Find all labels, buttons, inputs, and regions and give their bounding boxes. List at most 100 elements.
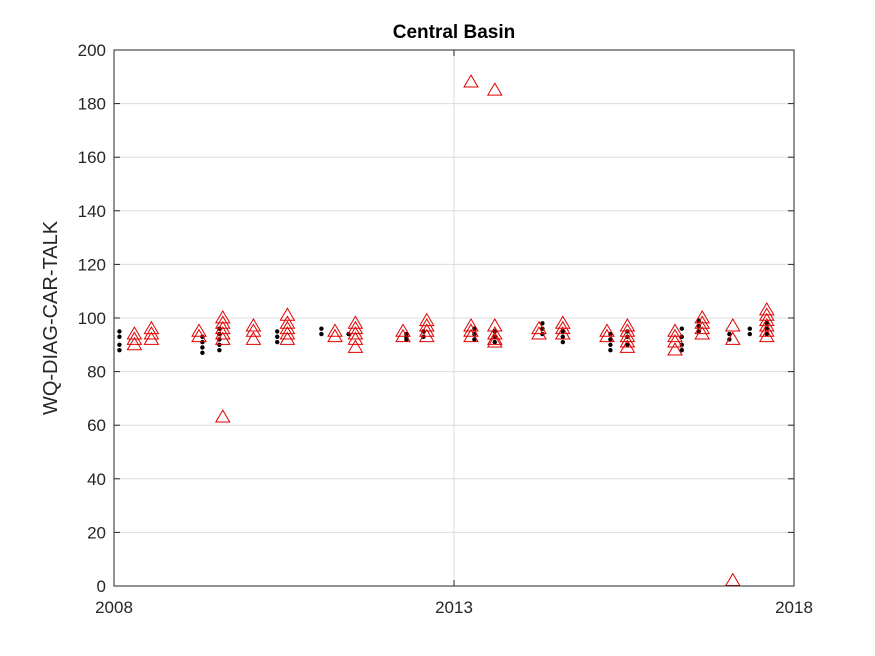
observed-dot-marker	[625, 342, 630, 347]
observed-dot-marker	[764, 326, 769, 331]
observed-dot-marker	[747, 331, 752, 337]
modelled-triangle-marker	[694, 326, 711, 340]
modelled-triangle-marker	[486, 318, 503, 332]
modelled-triangle-marker	[667, 342, 683, 356]
y-tick-label: 180	[78, 95, 106, 114]
x-tick-label: 2013	[435, 598, 473, 617]
modelled-triangle-marker	[531, 326, 547, 340]
modelled-triangle-marker	[554, 320, 571, 335]
modelled-triangle-marker	[667, 323, 683, 337]
modelled-triangle-marker	[724, 331, 741, 345]
modelled-triangle-marker	[554, 326, 571, 340]
modelled-triangle-marker	[758, 328, 775, 343]
observed-dot-marker	[608, 342, 613, 347]
modelled-triangle-marker	[214, 331, 231, 345]
modelled-triangle-marker	[694, 315, 711, 329]
observed-dot-marker	[117, 347, 122, 353]
observed-dot-marker	[275, 334, 280, 339]
observed-dot-marker	[319, 326, 324, 331]
modelled-triangle-marker	[143, 326, 160, 340]
observed-dot-marker	[747, 326, 752, 331]
y-tick-label: 20	[87, 523, 106, 542]
modelled-triangle-marker	[214, 320, 231, 335]
modelled-triangle-marker	[126, 326, 143, 340]
modelled-triangle-marker	[463, 323, 479, 337]
observed-dot-marker	[275, 339, 280, 345]
observed-dot-marker	[217, 347, 222, 353]
modelled-triangle-marker	[347, 326, 364, 340]
modelled-triangle-marker	[531, 320, 547, 335]
modelled-triangle-marker	[486, 82, 503, 96]
modelled-triangle-marker	[143, 331, 160, 345]
axis-ticks: 0 20 40 60 80 100 120 140 160 180 200 2008 2013 2018	[78, 41, 813, 617]
observed-dot-marker	[492, 339, 497, 345]
modelled-triangle-marker	[463, 318, 479, 332]
modelled-triangle-marker	[418, 312, 435, 327]
modelled-triangle-marker	[214, 310, 231, 324]
observed-dot-marker	[764, 321, 769, 326]
x-tick-label: 2008	[95, 598, 133, 617]
modelled-triangle-marker	[245, 318, 262, 332]
modelled-triangle-marker	[418, 323, 435, 337]
modelled-triangle-marker	[395, 328, 411, 343]
observed-dot-marker	[117, 342, 122, 347]
observed-dot-marker	[679, 326, 684, 331]
y-tick-label: 40	[87, 470, 106, 489]
observed-dot-marker	[319, 331, 324, 337]
modelled-triangle-marker	[214, 326, 231, 340]
modelled-triangle-marker	[619, 318, 636, 332]
y-tick-label: 140	[78, 202, 106, 221]
modelled-triangle-marker	[418, 328, 435, 343]
observed-dot-marker	[679, 342, 684, 347]
modelled-triangle-marker	[619, 323, 636, 337]
modelled-triangle-marker	[667, 334, 683, 348]
observed-dot-marker	[764, 331, 769, 337]
modelled-triangle-marker	[463, 328, 479, 343]
modelled-triangle-marker	[758, 312, 775, 327]
observed-dot-marker	[200, 350, 205, 356]
modelled-triangle-marker	[463, 74, 479, 88]
observed-dot-marker	[560, 334, 565, 339]
y-axis-label: WQ-DIAG-CAR-TALK	[40, 220, 62, 415]
modelled-triangle-marker	[347, 315, 364, 329]
observed-dot-marker	[608, 347, 613, 353]
modelled-triangle-marker	[126, 331, 143, 345]
y-tick-label: 160	[78, 148, 106, 167]
chart-title: Central Basin	[393, 22, 515, 43]
modelled-triangle-marker	[395, 323, 411, 337]
modelled-triangle-marker	[758, 318, 775, 332]
modelled-triangle-marker	[327, 328, 343, 343]
y-tick-label: 120	[78, 255, 106, 274]
modelled-triangle-marker	[347, 331, 364, 345]
observed-dot-marker	[117, 329, 122, 334]
modelled-triangle-marker	[279, 320, 296, 335]
modelled-triangle-marker	[327, 323, 343, 337]
modelled-triangle-marker	[599, 323, 615, 337]
observed-dot-marker	[275, 329, 280, 334]
x-tick-label: 2018	[775, 598, 813, 617]
modelled-triangle-marker	[418, 318, 435, 332]
modelled-triangle-marker	[694, 320, 711, 335]
y-tick-label: 200	[78, 41, 106, 60]
modelled-triangle-marker	[279, 307, 296, 321]
modelled-triangle-marker	[214, 315, 231, 329]
observed-dot-marker	[679, 347, 684, 353]
modelled-triangle-marker	[694, 310, 711, 324]
modelled-triangle-marker	[279, 326, 296, 340]
modelled-triangle-marker	[347, 320, 364, 335]
y-tick-label: 0	[97, 577, 106, 596]
observed-dot-marker	[200, 345, 205, 350]
modelled-triangle-marker	[191, 328, 207, 343]
modelled-triangle-marker	[245, 323, 262, 337]
modelled-triangle-marker	[758, 307, 775, 321]
modelled-triangle-marker	[486, 326, 503, 340]
modelled-triangle-marker	[758, 323, 775, 337]
y-tick-label: 80	[87, 363, 106, 382]
modelled-triangle-marker	[143, 320, 160, 335]
modelled-triangle-marker	[279, 331, 296, 345]
modelled-triangle-marker	[758, 301, 775, 316]
modelled-triangle-marker	[554, 315, 571, 329]
observed-dot-marker	[727, 331, 732, 337]
modelled-triangle-marker	[486, 331, 503, 345]
